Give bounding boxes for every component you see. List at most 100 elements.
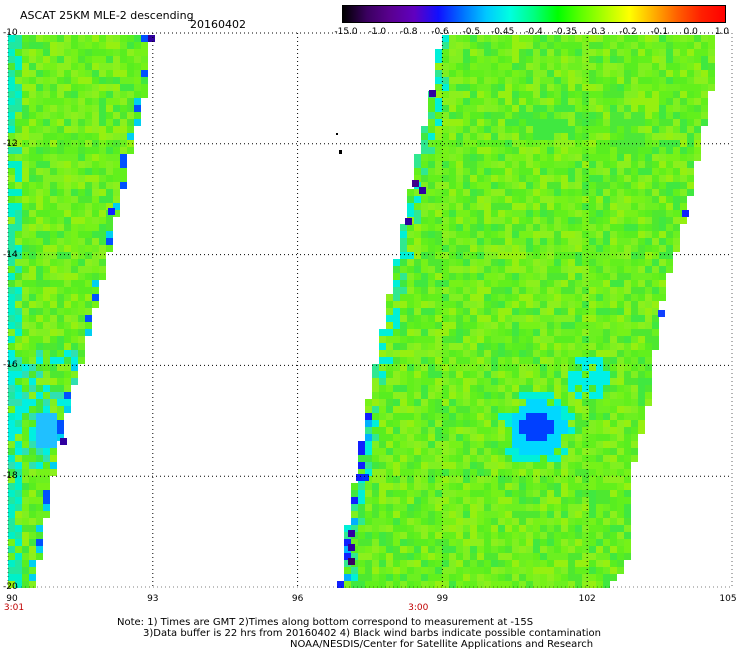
field-cell	[568, 483, 575, 490]
field-cell	[456, 490, 463, 497]
field-cell	[477, 287, 484, 294]
field-cell	[484, 469, 491, 476]
field-cell	[582, 427, 589, 434]
field-cell	[498, 35, 505, 42]
field-cell	[22, 406, 29, 413]
field-cell	[428, 483, 435, 490]
field-cell	[442, 161, 449, 168]
field-cell	[505, 301, 512, 308]
field-cell	[603, 210, 610, 217]
field-cell	[617, 91, 624, 98]
field-cell	[484, 168, 491, 175]
field-cell	[22, 266, 29, 273]
field-cell	[631, 343, 638, 350]
field-cell	[85, 273, 92, 280]
field-cell	[22, 322, 29, 329]
field-cell	[645, 287, 652, 294]
field-cell	[99, 147, 106, 154]
field-cell	[127, 77, 134, 84]
field-cell	[372, 434, 379, 441]
field-cell	[547, 252, 554, 259]
field-cell	[108, 208, 115, 215]
field-cell	[463, 42, 470, 49]
field-cell	[393, 497, 400, 504]
field-cell	[596, 175, 603, 182]
field-cell	[414, 266, 421, 273]
field-cell	[407, 448, 414, 455]
field-cell	[15, 175, 22, 182]
field-cell	[43, 63, 50, 70]
field-cell	[372, 567, 379, 574]
field-cell	[449, 525, 456, 532]
field-cell	[589, 518, 596, 525]
field-cell	[659, 182, 666, 189]
field-cell	[610, 161, 617, 168]
field-cell	[533, 574, 540, 581]
field-cell	[50, 350, 57, 357]
field-cell	[449, 350, 456, 357]
field-cell	[449, 532, 456, 539]
field-cell	[582, 91, 589, 98]
field-cell	[470, 35, 477, 42]
field-cell	[50, 154, 57, 161]
field-cell	[99, 245, 106, 252]
field-cell	[498, 294, 505, 301]
field-cell	[36, 357, 43, 364]
field-cell	[463, 98, 470, 105]
field-cell	[477, 224, 484, 231]
field-cell	[652, 217, 659, 224]
field-cell	[519, 133, 526, 140]
field-cell	[505, 252, 512, 259]
field-cell	[568, 77, 575, 84]
field-cell	[617, 217, 624, 224]
field-cell	[64, 399, 71, 406]
field-cell	[512, 140, 519, 147]
field-cell	[540, 343, 547, 350]
field-cell	[400, 553, 407, 560]
field-cell	[71, 329, 78, 336]
field-cell	[568, 574, 575, 581]
field-cell	[400, 301, 407, 308]
field-cell	[407, 392, 414, 399]
field-cell	[421, 294, 428, 301]
field-cell	[596, 462, 603, 469]
field-cell	[526, 455, 533, 462]
field-cell	[71, 217, 78, 224]
field-cell	[547, 455, 554, 462]
field-cell	[92, 56, 99, 63]
field-cell	[582, 119, 589, 126]
field-cell	[652, 336, 659, 343]
field-cell	[484, 441, 491, 448]
field-cell	[407, 518, 414, 525]
field-cell	[603, 273, 610, 280]
field-cell	[568, 329, 575, 336]
field-cell	[610, 490, 617, 497]
field-cell	[8, 350, 15, 357]
field-cell	[407, 490, 414, 497]
field-cell	[512, 182, 519, 189]
field-cell	[568, 427, 575, 434]
field-cell	[659, 63, 666, 70]
field-cell	[449, 49, 456, 56]
field-cell	[540, 119, 547, 126]
field-cell	[106, 35, 113, 42]
field-cell	[687, 105, 694, 112]
field-cell	[603, 413, 610, 420]
field-cell	[512, 581, 519, 588]
field-cell	[22, 441, 29, 448]
field-cell	[596, 133, 603, 140]
field-cell	[449, 574, 456, 581]
field-cell	[659, 287, 666, 294]
field-cell	[470, 252, 477, 259]
field-cell	[414, 238, 421, 245]
field-cell	[428, 147, 435, 154]
field-cell	[603, 98, 610, 105]
field-cell	[687, 98, 694, 105]
field-cell	[687, 168, 694, 175]
field-cell	[645, 399, 652, 406]
field-cell	[589, 217, 596, 224]
field-cell	[365, 455, 372, 462]
field-cell	[428, 301, 435, 308]
field-cell	[22, 448, 29, 455]
field-cell	[463, 168, 470, 175]
